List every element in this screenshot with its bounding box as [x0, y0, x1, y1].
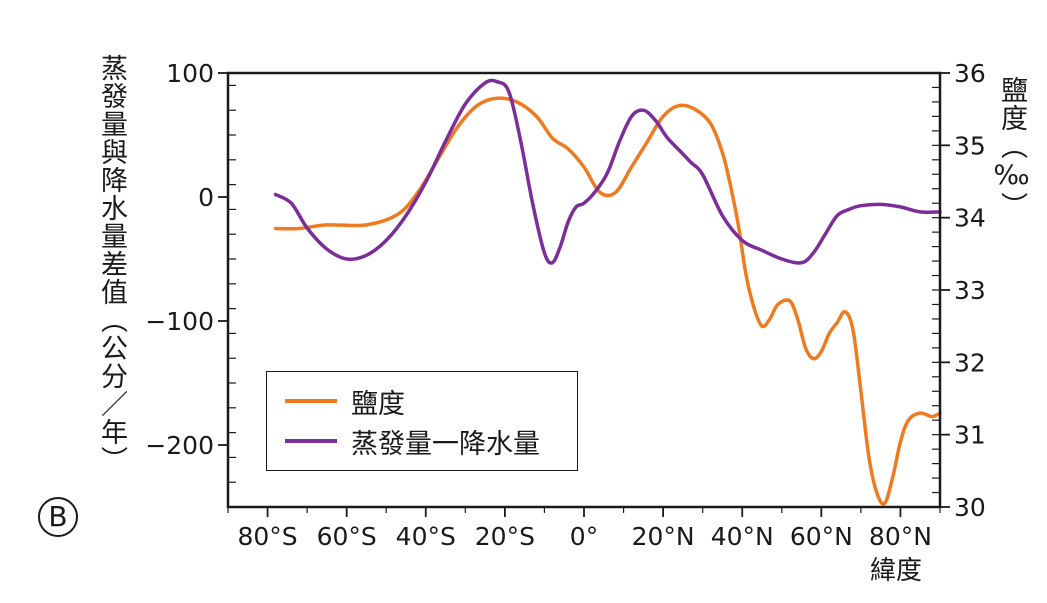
- left-axis-ticks: 100 0 −100 −200: [145, 59, 228, 460]
- x-tick-label: 20°S: [475, 522, 535, 551]
- legend-item-salinity: 鹽度: [285, 384, 405, 420]
- right-axis-label: 鹽度（‰）: [996, 76, 1027, 220]
- right-tick-label: 31: [954, 421, 986, 450]
- x-tick-label: 0°: [570, 522, 598, 551]
- right-tick-label: 30: [954, 493, 986, 522]
- legend-swatch-evap-precip: [285, 439, 337, 443]
- salinity-series: [273, 96, 942, 506]
- legend: 鹽度 蒸發量一降水量: [266, 371, 578, 471]
- legend-label-salinity: 鹽度: [351, 388, 405, 420]
- salinity-line: [273, 96, 942, 506]
- legend-swatch-salinity: [285, 399, 337, 403]
- right-tick-label: 36: [954, 59, 986, 88]
- x-axis-name: 緯度: [870, 556, 923, 586]
- evap-precip-series: [273, 78, 942, 265]
- right-tick-label: 33: [954, 276, 986, 305]
- x-tick-label: 60°N: [790, 522, 853, 551]
- x-axis-ticks: 80°S 60°S 40°S 20°S 0° 20°N 40°N 60°N 80°N: [227, 507, 941, 551]
- legend-item-evap-precip: 蒸發量一降水量: [285, 424, 540, 460]
- legend-label-evap-precip: 蒸發量一降水量: [351, 428, 540, 460]
- right-tick-label: 32: [954, 348, 986, 377]
- x-tick-label: 60°S: [317, 522, 377, 551]
- evap-minus-precip-line: [273, 78, 942, 265]
- grid-ticks: [228, 72, 940, 508]
- left-tick-label: 0: [198, 183, 214, 212]
- right-axis-ticks: 36 35 34 33 32 31 30: [940, 59, 986, 522]
- right-tick-label: 35: [954, 131, 986, 160]
- left-tick-label: 100: [166, 59, 214, 88]
- right-tick-label: 34: [954, 204, 986, 233]
- x-tick-label: 40°N: [711, 522, 774, 551]
- x-tick-label: 80°N: [869, 522, 932, 551]
- left-tick-label: −200: [145, 431, 214, 460]
- x-tick-label: 80°S: [237, 522, 297, 551]
- panel-label: B: [38, 497, 78, 537]
- left-axis-label: 蒸發量與降水量差值（公分／年）: [96, 54, 127, 474]
- x-tick-label: 20°N: [632, 522, 695, 551]
- x-tick-label: 40°S: [396, 522, 456, 551]
- left-tick-label: −100: [145, 307, 214, 336]
